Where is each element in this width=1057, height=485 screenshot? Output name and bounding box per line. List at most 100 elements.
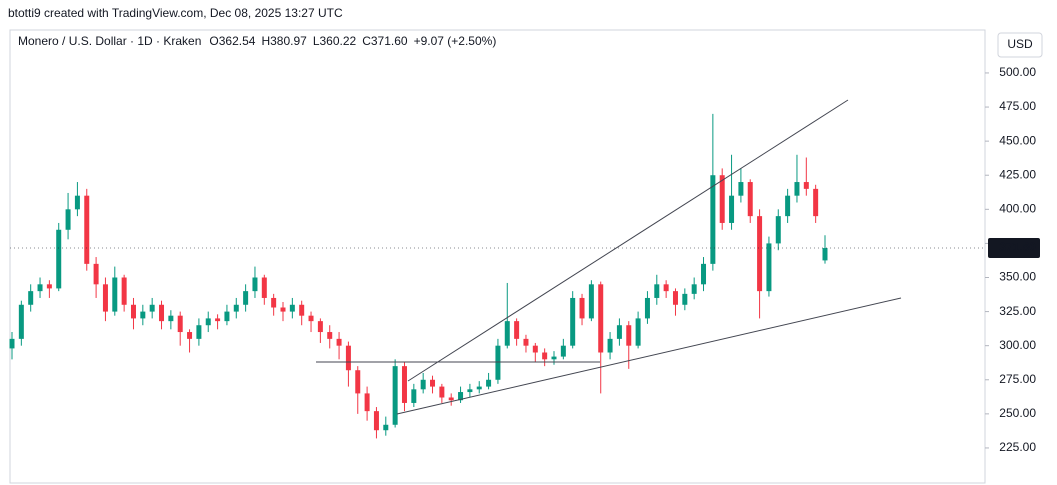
currency: USD <box>1007 37 1033 51</box>
candle-body <box>701 263 707 285</box>
last-price-badge <box>988 238 1040 259</box>
y-tick-label: 350.00 <box>999 270 1036 284</box>
candle-body <box>813 188 819 217</box>
plot-frame <box>9 29 986 484</box>
candle-body <box>672 291 678 305</box>
candle-body <box>9 338 15 349</box>
candle-body <box>411 389 417 403</box>
candle-body <box>551 356 557 360</box>
candle-body <box>289 304 295 312</box>
candle-body <box>392 366 398 425</box>
legend-value: L360.22 <box>313 34 357 48</box>
candle-body <box>56 229 62 289</box>
candle-body <box>149 304 155 312</box>
candle-body <box>560 345 566 357</box>
candle-body <box>430 379 436 387</box>
candle-body <box>822 248 828 261</box>
candle-body <box>420 379 426 390</box>
candle-body <box>271 297 277 308</box>
candle-body <box>224 311 230 322</box>
candle-body <box>140 311 146 319</box>
y-tick-label: 450.00 <box>999 133 1036 147</box>
candle-body <box>84 195 90 264</box>
legend-value: H380.97 <box>261 34 307 48</box>
candle-body <box>542 352 548 360</box>
symbol: Monero / U.S. Dollar · 1D · Kraken <box>18 34 201 48</box>
candle-body <box>308 315 314 322</box>
candle-body <box>504 321 510 346</box>
candle-body <box>448 397 454 401</box>
candle-body <box>626 325 632 346</box>
candle-body <box>523 338 529 346</box>
candle-body <box>476 386 482 390</box>
candle-body <box>644 297 650 319</box>
candle-body <box>205 318 211 326</box>
candle-body <box>18 304 24 339</box>
last-price-label: 371.60 <box>999 240 1036 254</box>
candle-body <box>486 379 492 387</box>
candle-body <box>28 291 34 305</box>
attribution: btotti9 created with TradingView.com, De… <box>8 6 343 20</box>
candle-body <box>168 315 174 322</box>
candle-body <box>794 182 800 196</box>
candle-body <box>187 332 193 339</box>
candle-body <box>65 209 71 230</box>
candle-body <box>803 182 809 189</box>
candle-body <box>467 389 473 393</box>
y-tick-label: 300.00 <box>999 338 1036 352</box>
candle-body <box>37 284 43 292</box>
candle-body <box>757 216 763 292</box>
trend-line <box>396 297 902 415</box>
y-tick-label: 250.00 <box>999 406 1036 420</box>
candle-body <box>46 284 52 289</box>
candle-body <box>579 297 585 319</box>
candle-body <box>635 318 641 346</box>
candle-body <box>710 175 716 264</box>
candle-body <box>159 304 165 322</box>
candle-body <box>766 243 772 292</box>
candle-body <box>738 182 744 196</box>
candle-body <box>130 304 136 319</box>
candle-body <box>719 175 725 223</box>
candle-body <box>691 284 697 294</box>
currency-button[interactable] <box>997 32 1043 58</box>
candle-body <box>654 284 660 298</box>
y-tick-label: 325.00 <box>999 304 1036 318</box>
candle-body <box>401 366 407 403</box>
candle-body <box>93 263 99 285</box>
candle-body <box>495 345 501 380</box>
legend-value: C371.60 <box>362 34 408 48</box>
legend: Monero / U.S. Dollar · 1D · Kraken O362.… <box>18 34 496 48</box>
candle-body <box>102 284 108 312</box>
candle-body <box>345 345 351 371</box>
candle-body <box>682 293 688 305</box>
candle-body <box>373 411 379 431</box>
candle-body <box>196 325 202 339</box>
legend-value: O362.54 <box>209 34 255 48</box>
candle-body <box>327 332 333 339</box>
candle-body <box>775 216 781 244</box>
trend-line <box>407 99 849 382</box>
y-tick-label: 475.00 <box>999 99 1036 113</box>
candle-body <box>514 321 520 339</box>
legend-value: +9.07 (+2.50%) <box>414 34 497 48</box>
candle-body <box>458 392 464 401</box>
candle-body <box>570 297 576 346</box>
candle-body <box>74 195 80 210</box>
candle-body <box>588 284 594 319</box>
candle-body <box>252 277 258 292</box>
candle-body <box>607 338 613 353</box>
candles <box>9 113 828 439</box>
trend-lines <box>316 99 902 415</box>
candle-body <box>215 318 221 322</box>
candle-body <box>383 424 389 431</box>
candle-body <box>121 277 127 305</box>
candle-body <box>336 338 342 346</box>
candle-body <box>317 321 323 333</box>
candle-body <box>280 307 286 312</box>
candle-body <box>616 325 622 339</box>
candle-body <box>233 304 239 312</box>
candle-body <box>439 386 445 398</box>
candle-body <box>112 277 118 312</box>
